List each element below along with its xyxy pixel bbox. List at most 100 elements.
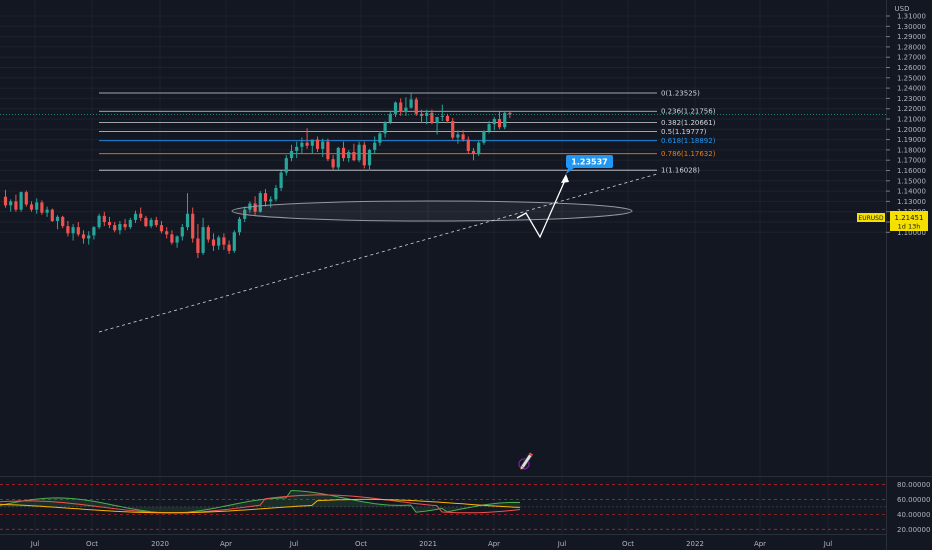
target-price-badge: 1.23537 — [566, 155, 613, 174]
candle — [461, 130, 465, 142]
candles — [3, 93, 512, 259]
candle — [466, 136, 470, 155]
candle — [378, 131, 382, 146]
candle — [445, 113, 450, 124]
candle — [3, 189, 8, 208]
projection-arrowhead — [561, 174, 569, 183]
trendline-dashed[interactable] — [98, 173, 658, 333]
candle — [347, 149, 351, 163]
candle — [451, 117, 455, 140]
osc-fill — [0, 490, 520, 513]
candle — [435, 116, 439, 135]
symbol-label: EURUSD — [858, 215, 884, 222]
candle — [50, 208, 54, 222]
time-tick-label: 2021 — [419, 540, 437, 548]
fib-level-label: 0.786(1.17632) — [661, 150, 716, 158]
target-price-label: 1.23537 — [571, 158, 607, 167]
candle — [35, 198, 39, 214]
fib-level: 0.618(1.18892) — [99, 137, 716, 145]
fib-level: 0(1.23525) — [99, 89, 700, 97]
candle — [440, 104, 444, 122]
candle — [482, 130, 486, 145]
price-tick-label: 1.19000 — [897, 136, 926, 144]
candle — [295, 141, 299, 159]
candle — [305, 128, 309, 149]
price-tick-label: 1.15000 — [897, 177, 926, 185]
fib-level: 0.786(1.17632) — [99, 150, 716, 158]
candle — [404, 97, 408, 116]
price-tick-label: 1.18000 — [897, 146, 926, 154]
candle — [258, 191, 262, 213]
candle — [19, 191, 23, 212]
drawings[interactable] — [98, 173, 658, 333]
price-tick-label: 1.13000 — [897, 198, 926, 206]
candle — [154, 216, 158, 228]
candle — [159, 220, 164, 234]
candle — [133, 210, 138, 224]
candle — [55, 215, 60, 230]
candle — [456, 130, 460, 144]
candle — [419, 109, 424, 124]
price-tick-label: 1.21000 — [897, 116, 926, 124]
candle — [149, 217, 153, 229]
price-tick-label: 1.23000 — [897, 95, 926, 103]
current-price-value: 1.21451 — [895, 214, 924, 222]
candle — [352, 143, 356, 162]
resistance-zone-ellipse[interactable] — [231, 200, 633, 222]
fib-level: 0.236(1.21756) — [99, 108, 716, 116]
time-tick-label: Apr — [220, 540, 232, 548]
candle — [284, 155, 288, 176]
candle — [409, 93, 413, 109]
candle — [388, 110, 392, 125]
candle — [383, 121, 387, 138]
candle — [201, 217, 205, 255]
candle — [29, 201, 34, 212]
candle — [123, 218, 127, 231]
candle — [81, 230, 86, 244]
candle — [289, 144, 294, 162]
candle — [357, 141, 361, 163]
candle — [9, 199, 13, 212]
bar-countdown: 1d 13h — [898, 223, 921, 231]
candle — [61, 215, 65, 229]
price-tick-label: 1.24000 — [897, 85, 926, 93]
time-tick-label: Apr — [488, 540, 500, 548]
fibonacci-retracement[interactable]: 0(1.23525) 0.236(1.21756) 0.382(1.20661) 0.… — [99, 89, 716, 175]
time-tick-label: Oct — [622, 540, 634, 548]
candle — [274, 184, 278, 202]
candle — [191, 207, 195, 243]
osc-tick-label: 80.00000 — [897, 481, 930, 489]
candle — [399, 98, 403, 116]
osc-tick-label: 20.00000 — [897, 526, 930, 534]
candle — [76, 222, 80, 237]
candle — [430, 109, 434, 125]
candle — [87, 231, 91, 245]
price-tick-label: 1.27000 — [897, 54, 926, 62]
candle — [336, 146, 340, 170]
time-tick-label: 2022 — [686, 540, 704, 548]
fib-level-label: 0.618(1.18892) — [661, 137, 716, 145]
fib-level-label: 0.382(1.20661) — [661, 119, 716, 127]
time-tick-label: Oct — [86, 540, 98, 548]
time-axis[interactable]: Jul Oct 2020 Apr Jul Oct 2021 Apr Jul Oct 2022 Apr J… — [0, 534, 886, 549]
price-tick-label: 1.29000 — [897, 33, 926, 41]
price-tick-label: 1.30000 — [897, 23, 926, 31]
candle — [253, 196, 257, 215]
fib-level-label: 0(1.23525) — [661, 89, 700, 97]
candle — [373, 136, 377, 155]
projection-path[interactable] — [516, 177, 567, 239]
candle — [66, 220, 70, 237]
candle — [97, 213, 101, 230]
candle — [102, 211, 106, 227]
candle — [341, 141, 346, 162]
candle — [331, 155, 335, 170]
candle — [14, 194, 18, 212]
oscillator-pane: 80.00000 60.00000 40.00000 20.00000 — [0, 476, 932, 534]
price-tick-label: 1.22000 — [897, 105, 926, 113]
candle — [217, 235, 221, 250]
price-tick-label: 1.28000 — [897, 43, 926, 51]
candle — [113, 222, 117, 233]
candle — [45, 206, 49, 217]
price-tick-label: 1.31000 — [897, 13, 926, 21]
